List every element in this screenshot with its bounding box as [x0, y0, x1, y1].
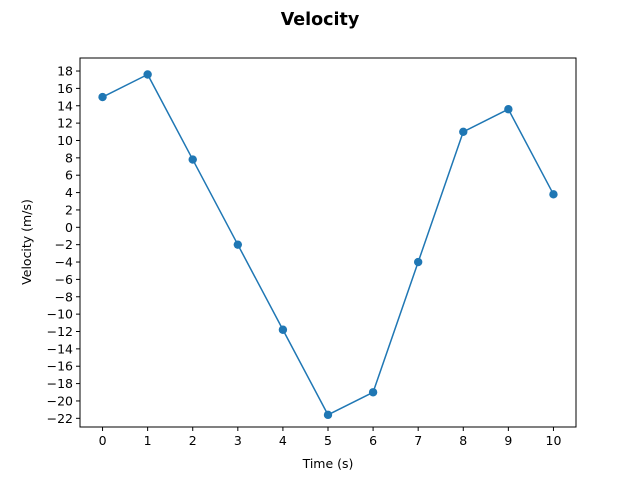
y-tick-label: 10 [57, 133, 73, 148]
data-point [278, 325, 288, 334]
x-tick-label: 9 [504, 433, 512, 448]
y-axis-label: Velocity (m/s) [19, 199, 34, 285]
y-tick-label: −2 [55, 237, 73, 252]
x-tick-label: 6 [369, 433, 377, 448]
x-tick-label: 8 [459, 433, 467, 448]
data-point [98, 92, 107, 102]
y-tick-label: 18 [57, 64, 73, 79]
y-tick-label: −20 [47, 393, 73, 408]
data-point [504, 105, 513, 114]
y-tick-label: −6 [55, 272, 73, 287]
x-tick-label: 4 [279, 433, 287, 448]
chart-title: Velocity [281, 10, 360, 30]
x-tick-label: 0 [99, 433, 107, 448]
data-point [323, 410, 333, 420]
y-tick-label: −12 [47, 324, 73, 339]
y-tick-label: −18 [47, 376, 73, 391]
y-tick-label: −22 [47, 411, 73, 426]
y-tick-label: −8 [55, 289, 73, 304]
y-tick-label: 16 [57, 81, 73, 96]
data-point [233, 240, 243, 249]
data-point [459, 127, 468, 136]
x-tick-label: 3 [234, 433, 242, 448]
y-tick-label: −10 [47, 307, 73, 322]
x-tick-label: 2 [189, 433, 197, 448]
x-tick-label: 7 [414, 433, 422, 448]
y-tick-label: −14 [47, 341, 73, 356]
y-tick-label: 4 [65, 185, 73, 200]
data-point [368, 388, 378, 397]
y-tick-label: −4 [55, 255, 73, 270]
y-tick-label: 12 [57, 116, 73, 131]
data-point [549, 190, 558, 199]
y-tick-label: −16 [47, 359, 73, 374]
data-point [413, 257, 423, 267]
y-tick-label: 2 [65, 202, 73, 217]
y-tick-label: 14 [57, 98, 73, 113]
plot-area: 0 1 2 3 4 5 6 7 8 9 10181614121086420−2−4−6−8−10−1… [47, 57, 577, 448]
y-tick-label: 8 [65, 150, 73, 165]
x-tick-label: 10 [546, 433, 562, 448]
data-point [188, 155, 197, 164]
x-axis-label: Time (s) [302, 456, 354, 471]
y-tick-label: 0 [65, 220, 73, 235]
x-tick-label: 1 [144, 433, 152, 448]
data-point [143, 70, 152, 79]
y-tick-label: 6 [65, 168, 73, 183]
x-tick-label: 5 [324, 433, 332, 448]
